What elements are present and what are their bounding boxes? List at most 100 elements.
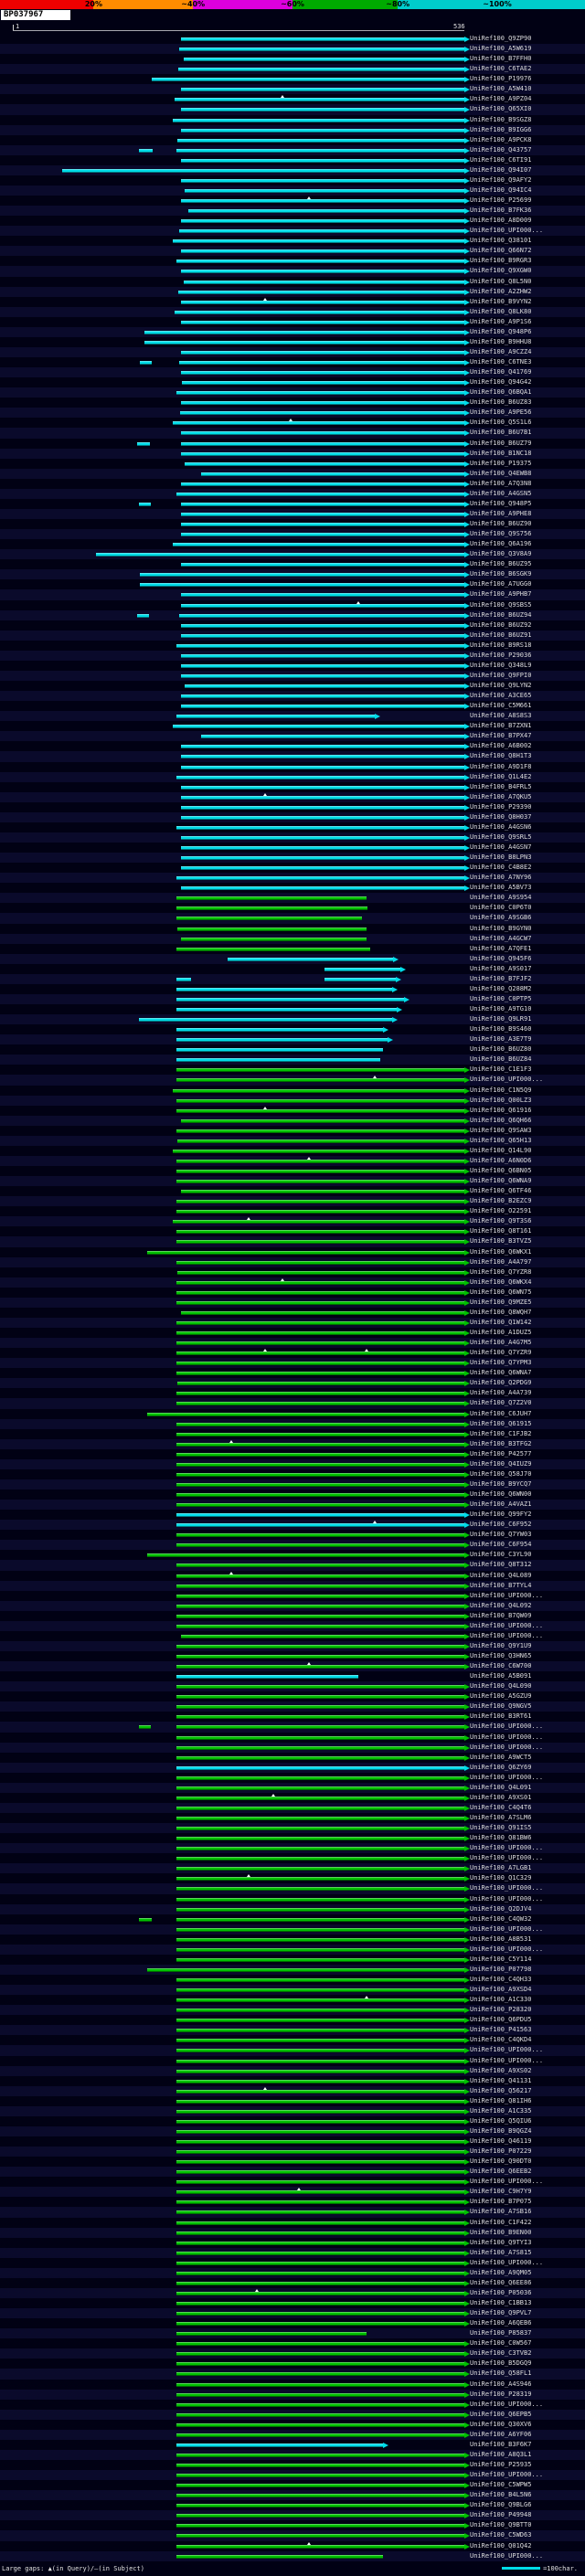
hit-bar[interactable] bbox=[172, 1088, 464, 1093]
hit-label[interactable]: UniRef100_Q66N72 bbox=[470, 247, 532, 255]
hit-bar[interactable] bbox=[177, 290, 464, 294]
hit-label[interactable]: UniRef100_P07229 bbox=[470, 2147, 532, 2156]
hit-bar[interactable] bbox=[176, 1957, 464, 1962]
hit-bar[interactable] bbox=[178, 361, 464, 365]
hit-label[interactable]: UniRef100_A9WCT5 bbox=[470, 1753, 532, 1761]
hit-label[interactable]: UniRef100_A9D1F8 bbox=[470, 762, 532, 770]
hit-bar[interactable] bbox=[176, 1372, 464, 1376]
hit-label[interactable]: UniRef100_B7P075 bbox=[470, 2198, 532, 2206]
hit-label[interactable]: UniRef100_C1BB13 bbox=[470, 2299, 532, 2306]
hit-label[interactable]: UniRef100_A9TG10 bbox=[470, 1005, 532, 1012]
hit-bar[interactable] bbox=[200, 735, 464, 739]
hit-bar[interactable] bbox=[180, 512, 464, 516]
hit-bar[interactable] bbox=[176, 1392, 464, 1396]
hit-label[interactable]: UniRef100_A9PHE8 bbox=[470, 509, 532, 517]
hit-bar[interactable] bbox=[180, 603, 464, 608]
hit-label[interactable]: UniRef100_UPI000... bbox=[470, 2551, 544, 2560]
hit-bar[interactable] bbox=[180, 563, 464, 567]
hit-label[interactable]: UniRef100_Q6PDU5 bbox=[470, 2016, 532, 2024]
hit-label[interactable]: UniRef100_A8Q3L1 bbox=[470, 2450, 532, 2458]
hit-bar[interactable] bbox=[176, 2180, 464, 2185]
hit-label[interactable]: UniRef100_Q6BQA1 bbox=[470, 388, 532, 397]
hit-bar[interactable] bbox=[176, 1735, 464, 1740]
hit-label[interactable]: UniRef100_B3TFG2 bbox=[470, 1439, 532, 1447]
hit-label[interactable]: UniRef100_A4GSN5 bbox=[470, 489, 532, 497]
hit-label[interactable]: UniRef100_A5B091 bbox=[470, 1672, 532, 1680]
hit-label[interactable]: UniRef100_Q81IH6 bbox=[470, 2096, 532, 2104]
hit-bar[interactable] bbox=[180, 795, 464, 800]
hit-bar[interactable] bbox=[176, 2544, 464, 2549]
hit-label[interactable]: UniRef100_A7NY96 bbox=[470, 874, 532, 882]
hit-label[interactable]: UniRef100_Q94G42 bbox=[470, 378, 532, 387]
hit-bar[interactable] bbox=[176, 1847, 464, 1851]
hit-label[interactable]: UniRef100_UPI000... bbox=[470, 2400, 544, 2408]
hit-bar[interactable] bbox=[180, 320, 464, 324]
hit-label[interactable]: UniRef100_C9H7Y9 bbox=[470, 2188, 532, 2196]
hit-label[interactable]: UniRef100_B7TYL4 bbox=[470, 1581, 532, 1589]
hit-bar[interactable] bbox=[176, 1159, 464, 1163]
hit-label[interactable]: UniRef100_B9RGR3 bbox=[470, 257, 532, 265]
hit-label[interactable]: UniRef100_Q2DJV4 bbox=[470, 1904, 532, 1913]
hit-label[interactable]: UniRef100_UPI000... bbox=[470, 1733, 544, 1741]
hit-bar[interactable] bbox=[176, 825, 464, 830]
hit-label[interactable]: UniRef100_B8LPN3 bbox=[470, 853, 532, 862]
hit-bar[interactable] bbox=[180, 593, 464, 598]
hit-label[interactable]: UniRef100_UPI000... bbox=[470, 2258, 544, 2266]
hit-bar[interactable] bbox=[139, 361, 153, 365]
hit-label[interactable]: UniRef100_Q948P5 bbox=[470, 499, 532, 507]
hit-label[interactable]: UniRef100_C4QW32 bbox=[470, 1914, 532, 1923]
hit-label[interactable]: UniRef100_UPI000... bbox=[470, 1945, 544, 1953]
hit-label[interactable]: UniRef100_A5GZU9 bbox=[470, 1692, 532, 1701]
hit-bar[interactable] bbox=[180, 88, 464, 92]
hit-label[interactable]: UniRef100_Q01Q42 bbox=[470, 2541, 532, 2549]
hit-label[interactable]: UniRef100_A9CZZ4 bbox=[470, 347, 532, 355]
hit-label[interactable]: UniRef100_A7QKU5 bbox=[470, 792, 532, 800]
hit-bar[interactable] bbox=[176, 1715, 464, 1720]
hit-bar[interactable] bbox=[176, 2190, 464, 2195]
hit-label[interactable]: UniRef100_A9S954 bbox=[470, 894, 532, 902]
hit-label[interactable]: UniRef100_A9XSD4 bbox=[470, 1986, 532, 1994]
hit-bar[interactable] bbox=[180, 482, 464, 486]
hit-bar[interactable] bbox=[176, 2281, 464, 2285]
hit-bar[interactable] bbox=[176, 1513, 464, 1518]
hit-label[interactable]: UniRef100_B7QW09 bbox=[470, 1611, 532, 1619]
hit-bar[interactable] bbox=[180, 502, 464, 506]
hit-bar[interactable] bbox=[176, 1341, 464, 1346]
hit-label[interactable]: UniRef100_Q6EE86 bbox=[470, 2278, 532, 2286]
hit-label[interactable]: UniRef100_Q9FPI0 bbox=[470, 671, 532, 679]
hit-label[interactable]: UniRef100_Q90DT0 bbox=[470, 2157, 532, 2166]
hit-bar[interactable] bbox=[176, 1362, 464, 1366]
hit-label[interactable]: UniRef100_A5BV73 bbox=[470, 884, 532, 892]
hit-bar[interactable] bbox=[178, 229, 464, 234]
hit-label[interactable]: UniRef100_Q9Y1U9 bbox=[470, 1641, 532, 1649]
hit-bar[interactable] bbox=[176, 2514, 464, 2518]
hit-label[interactable]: UniRef100_Q41131 bbox=[470, 2076, 532, 2084]
hit-bar[interactable] bbox=[180, 815, 464, 820]
hit-bar[interactable] bbox=[144, 340, 464, 345]
hit-bar[interactable] bbox=[176, 1493, 464, 1497]
hit-bar[interactable] bbox=[176, 1058, 380, 1063]
hit-bar[interactable] bbox=[176, 2382, 464, 2387]
hit-bar[interactable] bbox=[176, 2129, 464, 2134]
hit-label[interactable]: UniRef100_C3YL90 bbox=[470, 1551, 532, 1559]
hit-label[interactable]: UniRef100_B2EZC9 bbox=[470, 1197, 532, 1205]
hit-bar[interactable] bbox=[176, 1129, 464, 1133]
hit-bar[interactable] bbox=[176, 2534, 464, 2539]
hit-label[interactable]: UniRef100_A5W410 bbox=[470, 85, 532, 93]
hit-bar[interactable] bbox=[176, 492, 464, 496]
hit-label[interactable]: UniRef100_Q9MZE5 bbox=[470, 1298, 532, 1306]
hit-bar[interactable] bbox=[176, 2322, 464, 2327]
hit-label[interactable]: UniRef100_Q948P6 bbox=[470, 327, 532, 335]
hit-bar[interactable] bbox=[176, 1543, 464, 1548]
hit-label[interactable]: UniRef100_UPI000... bbox=[470, 1621, 544, 1629]
hit-bar[interactable] bbox=[185, 188, 464, 193]
hit-label[interactable]: UniRef100_A6B002 bbox=[470, 742, 532, 750]
hit-label[interactable]: UniRef100_B9YCQ7 bbox=[470, 1479, 532, 1488]
hit-bar[interactable] bbox=[139, 573, 464, 578]
hit-label[interactable]: UniRef100_Q4IUZ9 bbox=[470, 1459, 532, 1468]
hit-label[interactable]: UniRef100_Q8T161 bbox=[470, 1227, 532, 1235]
hit-bar[interactable] bbox=[177, 927, 367, 931]
hit-bar[interactable] bbox=[185, 684, 464, 688]
hit-bar[interactable] bbox=[172, 725, 464, 729]
hit-bar[interactable] bbox=[176, 977, 191, 981]
